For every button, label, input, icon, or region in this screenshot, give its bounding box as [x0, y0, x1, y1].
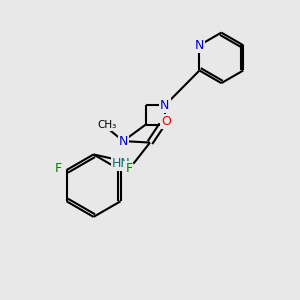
Text: F: F — [125, 162, 132, 175]
Text: O: O — [161, 115, 171, 128]
Text: HN: HN — [112, 157, 131, 170]
Text: N: N — [118, 135, 128, 148]
Text: N: N — [160, 99, 170, 112]
Text: N: N — [195, 39, 204, 52]
Text: F: F — [55, 162, 62, 175]
Text: CH₃: CH₃ — [97, 120, 116, 130]
